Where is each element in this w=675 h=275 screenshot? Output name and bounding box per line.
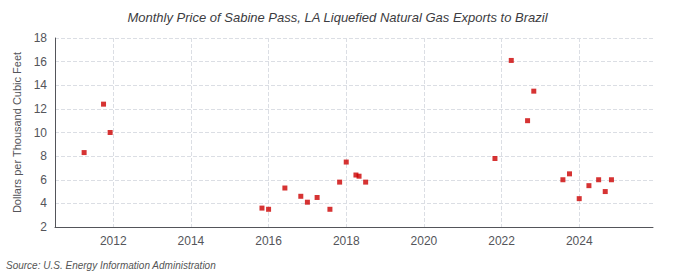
svg-text:2022: 2022 bbox=[488, 234, 515, 248]
svg-text:2014: 2014 bbox=[178, 234, 205, 248]
svg-text:14: 14 bbox=[34, 78, 48, 92]
svg-text:2024: 2024 bbox=[566, 234, 593, 248]
svg-text:4: 4 bbox=[40, 196, 47, 210]
svg-text:12: 12 bbox=[34, 102, 48, 116]
svg-text:2020: 2020 bbox=[411, 234, 438, 248]
svg-text:2018: 2018 bbox=[333, 234, 360, 248]
svg-text:Dollars per Thousand Cubic Fee: Dollars per Thousand Cubic Feet bbox=[11, 52, 23, 213]
svg-text:16: 16 bbox=[34, 55, 48, 69]
svg-text:Monthly Price of Sabine Pass,: Monthly Price of Sabine Pass, LA Liquefi… bbox=[127, 10, 548, 25]
svg-text:8: 8 bbox=[40, 149, 47, 163]
svg-text:2: 2 bbox=[40, 220, 47, 234]
svg-text:Source: U.S. Energy Informatio: Source: U.S. Energy Information Administ… bbox=[6, 260, 216, 271]
svg-text:2012: 2012 bbox=[100, 234, 127, 248]
svg-text:18: 18 bbox=[34, 31, 48, 45]
svg-text:6: 6 bbox=[40, 173, 47, 187]
svg-text:10: 10 bbox=[34, 126, 48, 140]
svg-text:2016: 2016 bbox=[255, 234, 282, 248]
